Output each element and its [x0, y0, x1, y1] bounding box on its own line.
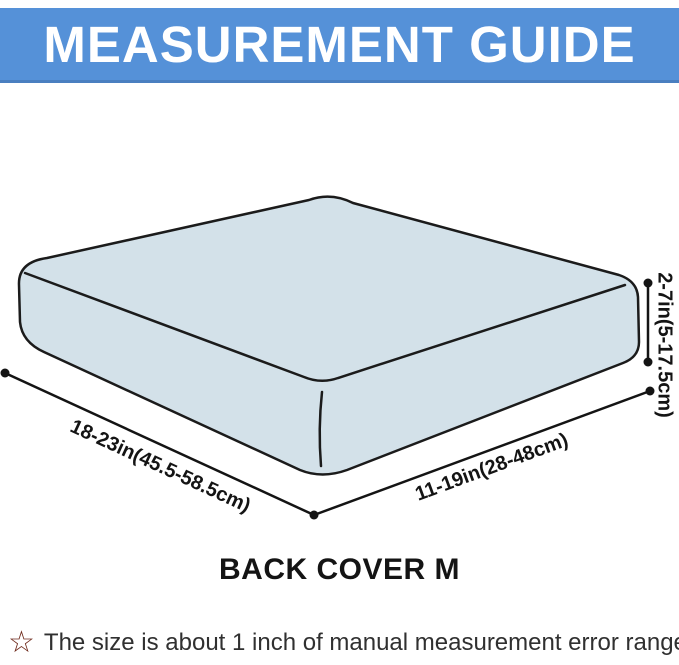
footnote-text: The size is about 1 inch of manual measu…: [43, 629, 679, 656]
cushion-crease-lines: [23, 271, 627, 382]
cushion-outline: [17, 195, 641, 476]
cushion-front-seam: [318, 390, 324, 468]
footnote: ☆ The size is about 1 inch of manual mea…: [8, 628, 679, 658]
dimension-endpoint-dot: [645, 386, 655, 396]
dimension-endpoint-dot: [0, 368, 10, 378]
page-title: MEASUREMENT GUIDE: [43, 15, 636, 73]
depth-dimension-label: 11-19in(28-48cm): [412, 429, 571, 506]
banner: MEASUREMENT GUIDE: [0, 8, 679, 83]
height-dimension-label: 2-7in(5-17.5cm): [654, 272, 676, 418]
star-icon: ☆: [8, 626, 35, 659]
dimension-endpoint-dot: [309, 510, 319, 520]
height-dimension: 2-7in(5-17.5cm): [643, 272, 676, 418]
dimension-endpoint-dot: [643, 357, 653, 367]
product-label: BACK COVER M: [218, 553, 460, 586]
dimension-endpoint-dot: [643, 278, 653, 288]
